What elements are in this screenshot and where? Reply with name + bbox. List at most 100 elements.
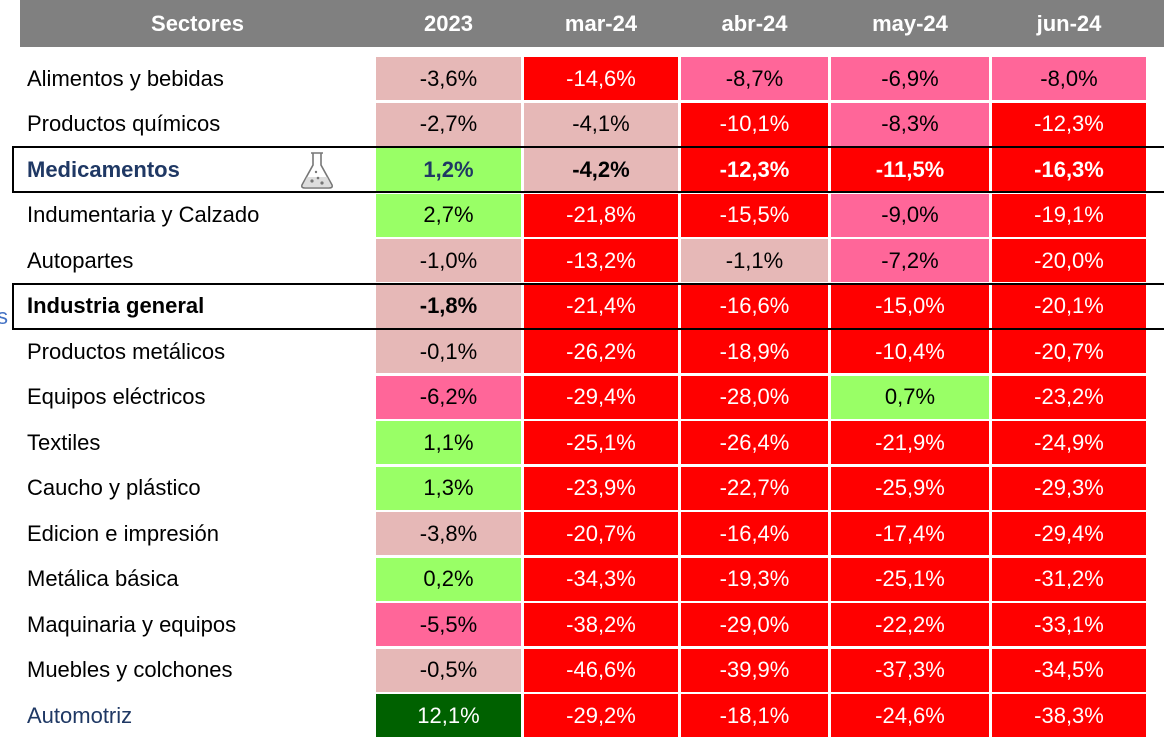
value-cell: -23,2% <box>992 375 1146 419</box>
flask-icon <box>301 152 333 189</box>
header-bar <box>20 0 1164 47</box>
row-label: Muebles y colchones <box>27 657 233 682</box>
value-cell: -34,5% <box>992 648 1146 692</box>
value-cell: -18,9% <box>681 330 828 373</box>
value-cell: -34,3% <box>524 557 678 601</box>
value-cell: -8,3% <box>831 102 989 146</box>
value-cell: -16,3% <box>992 148 1146 191</box>
header-cell: abr-24 <box>721 10 788 36</box>
value-cell: -24,9% <box>992 421 1146 464</box>
value-cell: -1,1% <box>681 239 828 282</box>
value-cell: -37,3% <box>831 648 989 692</box>
header-cell: mar-24 <box>564 10 638 36</box>
value-cell: -21,9% <box>831 421 989 464</box>
value-cell: 2,7% <box>376 193 521 237</box>
value-cell: -1,8% <box>376 284 521 328</box>
value-cell: -29,3% <box>992 466 1146 510</box>
value-cell: -1,0% <box>376 239 521 282</box>
value-cell: -15,0% <box>831 284 989 328</box>
row-label: Metálica básica <box>27 566 179 591</box>
row-label: Automotriz <box>27 702 133 728</box>
value-cell: -23,9% <box>524 466 678 510</box>
header-cell: 2023 <box>424 10 473 36</box>
row-label: Industria general <box>27 293 205 318</box>
value-cell: -26,4% <box>681 421 828 464</box>
stray-text: s <box>0 304 8 329</box>
row-label: Maquinaria y equipos <box>27 611 237 637</box>
value-cell: -9,0% <box>831 193 989 237</box>
value-cell: 0,2% <box>376 557 521 601</box>
value-cell: -21,4% <box>524 284 678 328</box>
row-label: Edicion e impresión <box>27 520 219 546</box>
header-cell: jun-24 <box>1036 10 1102 36</box>
value-cell: -12,3% <box>992 102 1146 146</box>
value-cell: -25,9% <box>831 466 989 510</box>
value-cell: 0,7% <box>831 375 989 419</box>
value-cell: -26,2% <box>524 330 678 373</box>
value-cell: -0,5% <box>376 648 521 692</box>
value-cell: -25,1% <box>831 557 989 601</box>
highlight-box <box>12 146 1164 193</box>
value-cell: -29,4% <box>992 512 1146 555</box>
value-cell: -38,2% <box>524 603 678 646</box>
value-cell: -5,5% <box>376 603 521 646</box>
row-label: Medicamentos <box>27 156 180 182</box>
row-label: Indumentaria y Calzado <box>27 202 260 227</box>
value-cell: -3,6% <box>376 57 521 100</box>
value-cell: 1,1% <box>376 421 521 464</box>
value-cell: -28,0% <box>681 375 828 419</box>
value-cell: -16,6% <box>681 284 828 328</box>
value-cell: 12,1% <box>376 694 521 737</box>
value-cell: 1,2% <box>376 148 521 191</box>
value-cell: -0,1% <box>376 330 521 373</box>
value-cell: -20,7% <box>524 512 678 555</box>
row-label: Textiles <box>27 429 101 455</box>
value-cell: -17,4% <box>831 512 989 555</box>
value-cell: -38,3% <box>992 694 1146 737</box>
value-cell: -13,2% <box>524 239 678 282</box>
value-cell: -25,1% <box>524 421 678 464</box>
value-cell: -18,1% <box>681 694 828 737</box>
value-cell: -29,4% <box>524 375 678 419</box>
header-cell: may-24 <box>872 10 948 36</box>
value-cell: -24,6% <box>831 694 989 737</box>
row-label: Productos químicos <box>27 111 221 136</box>
row-label: Caucho y plástico <box>27 475 201 500</box>
value-cell: -6,2% <box>376 375 521 419</box>
value-cell: -14,6% <box>524 57 678 100</box>
value-cell: -10,1% <box>681 102 828 146</box>
row-label: Alimentos y bebidas <box>27 65 224 91</box>
value-cell: -46,6% <box>524 648 678 692</box>
value-cell: -3,8% <box>376 512 521 555</box>
value-cell: -12,3% <box>681 148 828 191</box>
value-cell: -22,7% <box>681 466 828 510</box>
value-cell: -4,2% <box>524 148 678 191</box>
header-cell: Sectores <box>151 10 244 36</box>
value-cell: -4,1% <box>524 102 678 146</box>
row-label: Equipos eléctricos <box>27 384 206 409</box>
value-cell: -29,2% <box>524 694 678 737</box>
value-cell: -39,9% <box>681 648 828 692</box>
value-cell: -20,1% <box>992 284 1146 328</box>
value-cell: -10,4% <box>831 330 989 373</box>
row-label: Productos metálicos <box>27 338 226 364</box>
value-cell: -7,2% <box>831 239 989 282</box>
value-cell: -8,7% <box>681 57 828 100</box>
row-label: Autopartes <box>27 247 134 273</box>
value-cell: -15,5% <box>681 193 828 237</box>
value-cell: -19,3% <box>681 557 828 601</box>
value-cell: -20,7% <box>992 330 1146 373</box>
value-cell: -29,0% <box>681 603 828 646</box>
value-cell: -20,0% <box>992 239 1146 282</box>
value-cell: -22,2% <box>831 603 989 646</box>
value-cell: -21,8% <box>524 193 678 237</box>
value-cell: -33,1% <box>992 603 1146 646</box>
value-cell: -8,0% <box>992 57 1146 100</box>
value-cell: -11,5% <box>831 148 989 191</box>
value-cell: -2,7% <box>376 102 521 146</box>
value-cell: -31,2% <box>992 557 1146 601</box>
value-cell: -19,1% <box>992 193 1146 237</box>
value-cell: -16,4% <box>681 512 828 555</box>
value-cell: -6,9% <box>831 57 989 100</box>
